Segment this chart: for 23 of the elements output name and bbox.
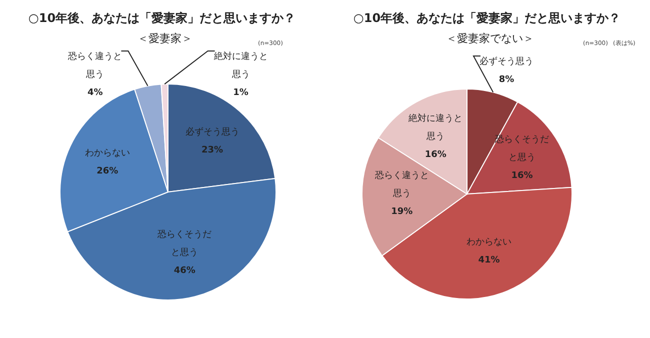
chart-subtitle: ＜愛妻家＞ — [138, 32, 192, 45]
data-label: 1% — [233, 88, 248, 98]
slice-label: わからない — [466, 237, 512, 248]
data-label: 41% — [478, 255, 500, 266]
data-label: 46% — [174, 266, 196, 276]
slice-label: 必ずそう思う — [480, 56, 534, 67]
slice-label: 恐らくそうだと思う — [156, 228, 212, 258]
data-label: 16% — [424, 150, 446, 160]
chart-title: ○10年後、あなたは「愛妻家」だと思いますか？ — [28, 11, 296, 25]
slice-label: 絶対に違うと思う — [408, 112, 463, 142]
chart-title: ○10年後、あなたは「愛妻家」だと思いますか？ — [353, 11, 621, 25]
slice-label: 恐らく違うと思う — [374, 170, 429, 199]
data-label: 16% — [511, 171, 533, 182]
data-label: 19% — [391, 206, 413, 217]
data-label: 26% — [96, 166, 118, 176]
slice-label: わからない — [84, 148, 130, 158]
data-label: 8% — [498, 75, 514, 85]
data-label: 23% — [202, 145, 224, 156]
slice-label: 必ずそう思う — [185, 126, 240, 138]
slice-label: 恐らく違うと思う — [67, 51, 122, 80]
slice-label: 絶対に違うと思う — [212, 51, 268, 80]
chart-subtitle: ＜愛妻家でない＞ — [446, 32, 534, 45]
data-label: 4% — [88, 88, 103, 98]
